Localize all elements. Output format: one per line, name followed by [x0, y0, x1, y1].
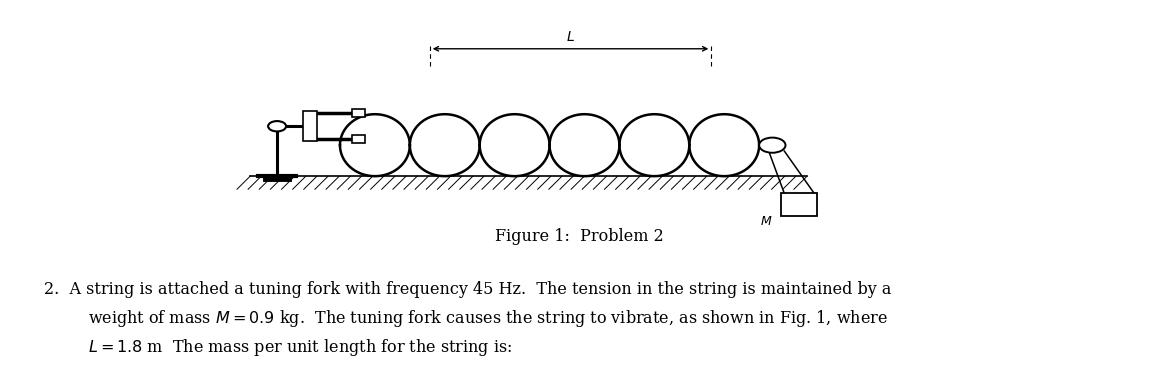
Text: $M$: $M$ — [760, 215, 773, 228]
Bar — [352, 135, 365, 144]
Text: weight of mass $M = 0.9$ kg.  The tuning fork causes the string to vibrate, as s: weight of mass $M = 0.9$ kg. The tuning … — [88, 308, 888, 329]
Circle shape — [268, 121, 286, 131]
Text: 2.  A string is attached a tuning fork with frequency 45 Hz.  The tension in the: 2. A string is attached a tuning fork wi… — [44, 280, 891, 298]
Bar — [352, 109, 365, 117]
Text: Figure 1:  Problem 2: Figure 1: Problem 2 — [495, 228, 664, 245]
Text: $L = 1.8$ m  The mass per unit length for the string is:: $L = 1.8$ m The mass per unit length for… — [88, 337, 512, 358]
Bar — [781, 193, 817, 216]
Circle shape — [759, 138, 786, 153]
Text: $L$: $L$ — [566, 29, 575, 44]
Bar — [302, 112, 318, 141]
